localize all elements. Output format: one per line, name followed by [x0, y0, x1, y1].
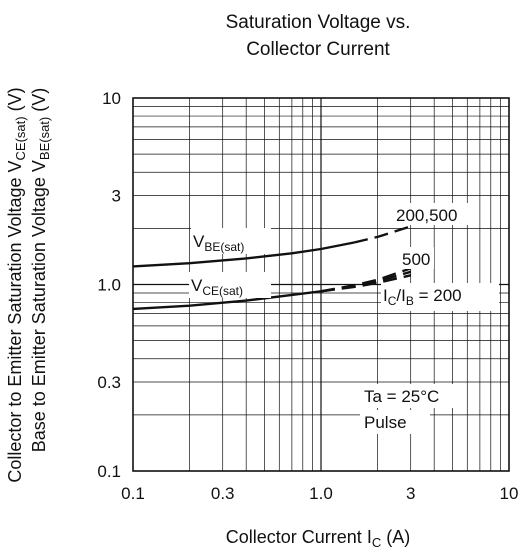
y-tick-label: 0.1 — [97, 462, 121, 481]
annotation-ta-bg — [360, 384, 460, 408]
annotation-200-500-bg — [394, 203, 470, 225]
x-tick-label: 3 — [406, 484, 415, 503]
y-tick-label: 0.3 — [97, 373, 121, 392]
y-tick-label: 10 — [102, 89, 121, 108]
annotation-pulse-bg — [360, 410, 430, 434]
annotation-500-bg — [400, 247, 434, 269]
x-tick-labels: 0.1 0.3 1.0 3 10 — [121, 484, 518, 503]
y-axis-label-vbe: Base to Emitter Saturation Voltage VBE(s… — [29, 88, 52, 453]
vbe-dashed-curve-0 — [353, 225, 412, 244]
annotation-500: 500 — [402, 250, 430, 269]
grid-lines — [133, 98, 509, 471]
y-axis-label-vce: Collector to Emitter Saturation Voltage … — [5, 87, 28, 482]
x-tick-label: 1.0 — [309, 484, 333, 503]
annotation-ratio-bg — [381, 283, 499, 311]
x-axis-label: Collector Current IC (A) — [226, 527, 410, 550]
annotation-pulse: Pulse — [364, 413, 407, 432]
chart-title-line-2: Collector Current — [246, 39, 390, 60]
vce-dashed-curve-1 — [320, 270, 412, 293]
x-tick-label: 10 — [500, 484, 519, 503]
vce-series-label: VCE(sat) — [191, 276, 243, 298]
y-tick-label: 1.0 — [97, 276, 121, 295]
vce-label-bg — [189, 272, 271, 298]
annotation-200-500: 200,500 — [396, 206, 457, 225]
vce-dashed-curve-2 — [320, 274, 411, 293]
x-tick-label: 0.1 — [121, 484, 145, 503]
plot-frame — [132, 97, 510, 472]
vce-solid-curve — [132, 290, 322, 311]
curves — [132, 225, 412, 311]
x-tick-label: 0.3 — [211, 484, 235, 503]
vbe-series-label: VBE(sat) — [193, 232, 244, 254]
annotation-ta-25c: Ta = 25°C — [364, 387, 439, 406]
vbe-label-bg — [191, 228, 271, 254]
chart-title-line-1: Saturation Voltage vs. — [226, 12, 411, 33]
annotation-ic-ib-ratio: IC/IB = 200 — [383, 286, 462, 308]
y-tick-label: 3 — [112, 187, 121, 206]
y-tick-labels: 0.1 0.3 1.0 3 10 — [97, 89, 121, 481]
vbe-solid-curve — [132, 241, 355, 268]
